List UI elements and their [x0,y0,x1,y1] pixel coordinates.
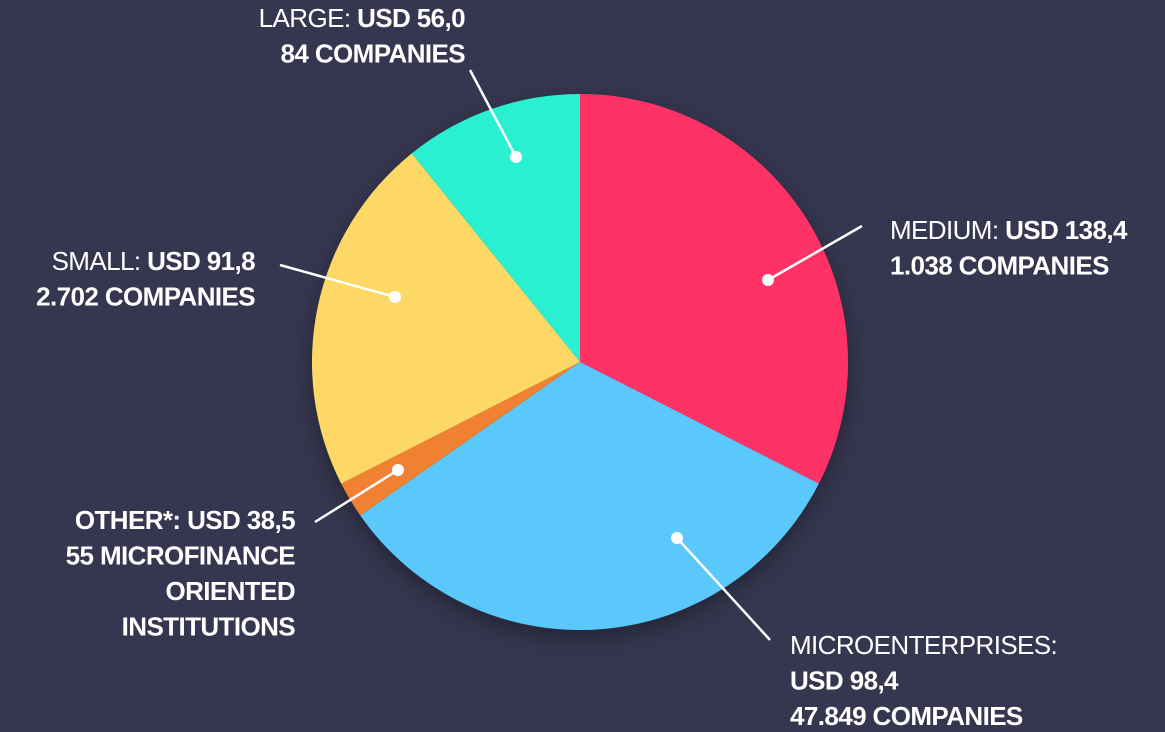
label-part: USD 56,0 [357,3,465,33]
pie-slice [580,94,848,484]
slice-label: USD 98,4 [790,665,899,695]
label-part: USD 98,4 [790,665,899,695]
pie-slice [411,94,580,362]
label-part: 84 COMPANIES [281,38,466,68]
slice-label: 2.702 COMPANIES [36,281,255,311]
slice-label: 47.849 COMPANIES [790,701,1023,731]
leader-line [314,468,399,524]
slice-label: 1.038 COMPANIES [890,250,1109,280]
label-part: LARGE: [259,3,351,33]
leader-line [468,69,518,158]
label-part: OTHER*: USD 38,5 [75,505,295,535]
leader-dot [762,274,774,286]
slice-label: 55 MICROFINANCE [66,540,296,570]
slice-label: ORIENTED [165,576,295,606]
leader-dot [392,464,404,476]
leader-dot [671,532,683,544]
label-part: 47.849 COMPANIES [790,701,1023,731]
pie-slice [360,362,819,630]
pie [312,94,848,630]
label-part: INSTITUTIONS [122,611,296,641]
label-part: MICROENTERPRISES: [790,630,1057,660]
pie-slice [341,362,580,516]
leader-line [676,537,771,641]
slice-label: MICROENTERPRISES: [790,630,1057,660]
label-part: 2.702 COMPANIES [36,281,255,311]
leader-line [279,263,396,299]
slice-label: 84 COMPANIES [281,38,466,68]
label-part: SMALL: [52,246,141,276]
leader-dot [510,151,522,163]
pie-slice [312,153,580,484]
label-part: 1.038 COMPANIES [890,250,1109,280]
label-part: USD 138,4 [1005,215,1128,245]
leader-dot [389,291,401,303]
slice-label: LARGE: USD 56,0 [259,3,465,33]
label-part: 55 MICROFINANCE [66,540,296,570]
slice-label: OTHER*: USD 38,5 [75,505,295,535]
slice-label: MEDIUM: USD 138,4 [890,215,1128,245]
label-part: ORIENTED [165,576,295,606]
leader-line [767,224,863,282]
labels: MEDIUM: USD 138,4 1.038 COMPANIES MICROENT… [36,3,1128,731]
slice-label: SMALL: USD 91,8 [52,246,256,276]
slice-label: INSTITUTIONS [122,611,296,641]
label-part: MEDIUM: [890,215,998,245]
label-part: USD 91,8 [147,246,255,276]
